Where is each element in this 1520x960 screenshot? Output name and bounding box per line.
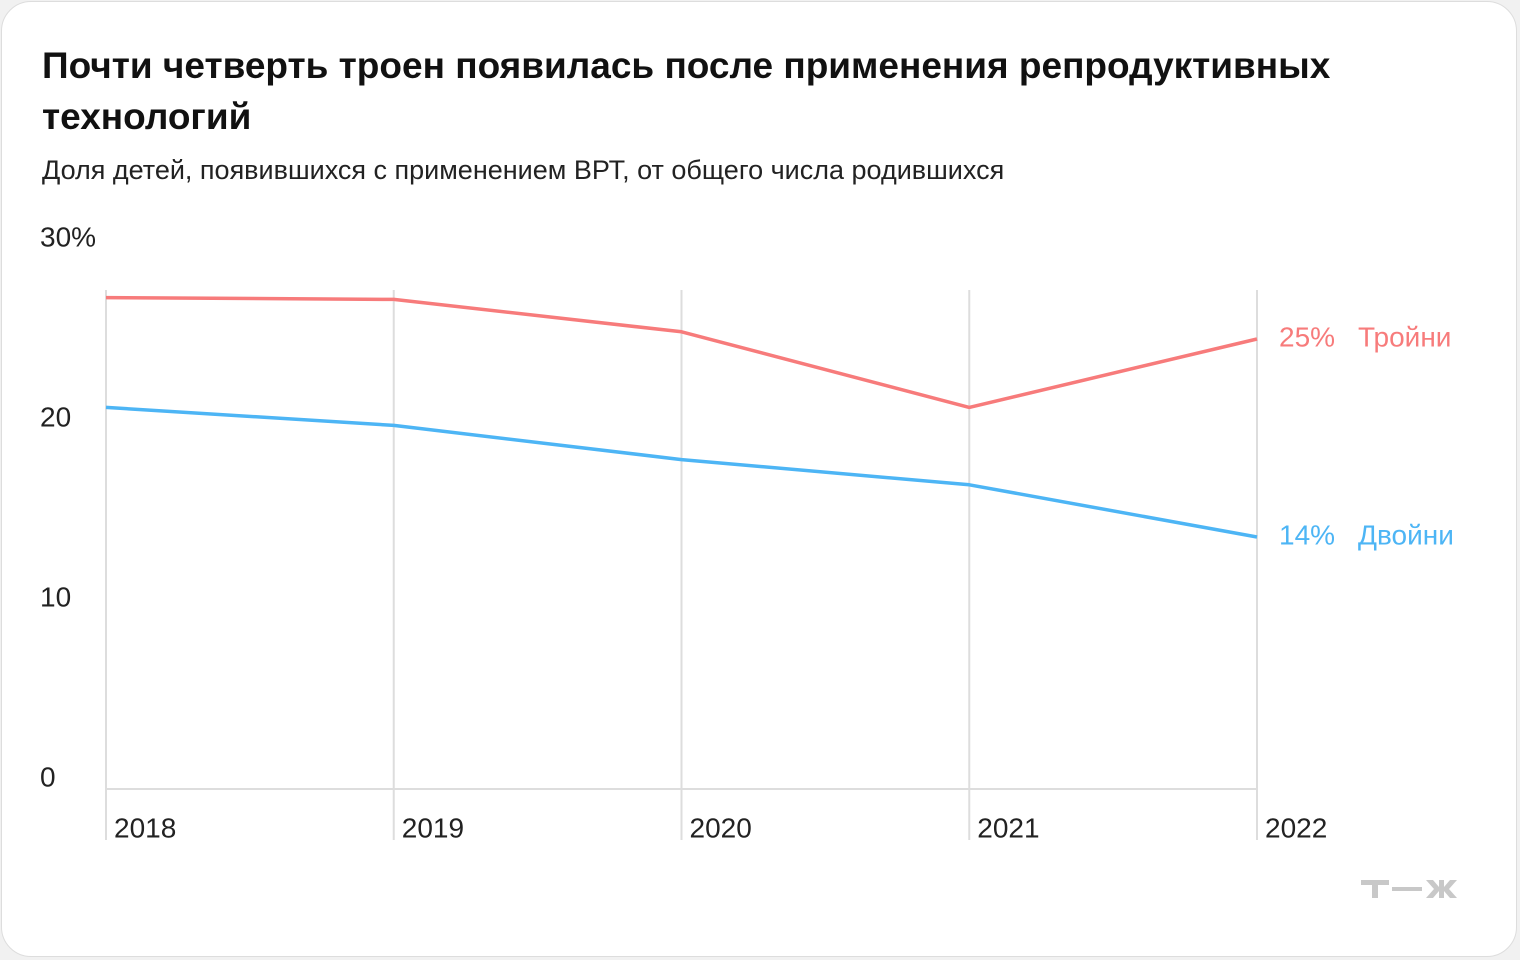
y-tick-label: 0 bbox=[40, 761, 56, 792]
x-tick-label: 2018 bbox=[114, 812, 176, 843]
value-label: 14% bbox=[1279, 519, 1335, 550]
series-label: Двойни bbox=[1358, 519, 1454, 550]
y-tick-label: 20 bbox=[40, 401, 71, 432]
logo bbox=[1361, 880, 1457, 898]
x-tick-label: 2022 bbox=[1265, 812, 1327, 843]
series-line bbox=[105, 405, 1258, 539]
y-tick-label: 10 bbox=[40, 581, 71, 612]
chart-title: Почти четверть троен появилась после при… bbox=[42, 45, 1331, 137]
series-line bbox=[105, 295, 1258, 410]
chart-subtitle: Доля детей, появившихся с применением ВР… bbox=[42, 155, 1005, 185]
x-tick-label: 2020 bbox=[690, 812, 752, 843]
series-label: Тройни bbox=[1358, 321, 1451, 352]
x-tick-label: 2019 bbox=[402, 812, 464, 843]
y-tick-label: 30% bbox=[40, 221, 96, 252]
value-label: 25% bbox=[1279, 321, 1335, 352]
x-tick-label: 2021 bbox=[977, 812, 1039, 843]
